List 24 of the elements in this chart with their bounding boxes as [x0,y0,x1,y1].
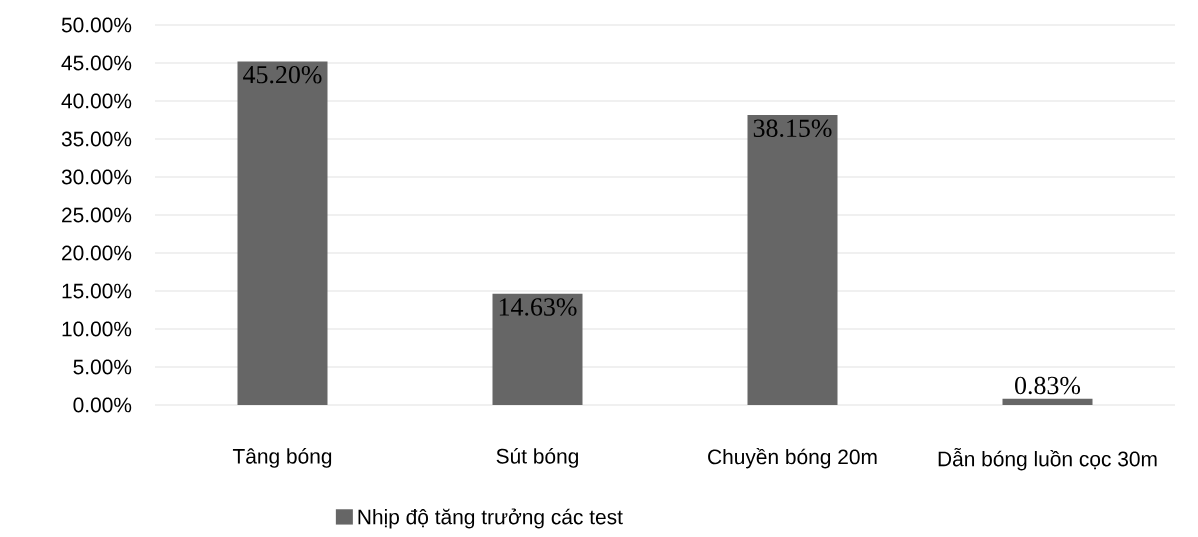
y-tick-label: 0.00% [73,397,132,413]
y-tick-label: 15.00% [62,283,132,299]
y-tick-label: 20.00% [62,245,132,261]
bar [492,293,583,405]
data-label: 0.83% [1015,376,1081,395]
y-tick-label: 10.00% [62,321,132,337]
y-tick-label: 45.00% [61,55,132,71]
data-label: 45.20% [243,65,322,84]
x-tick-label: Dẫn bóng luồn cọc 30m [938,448,1157,471]
legend-label: Nhịp độ tăng trưởng các test [358,508,623,529]
data-label: 14.63% [499,298,577,316]
x-tick-label: Tâng bóng [232,448,332,468]
bar [1002,398,1093,405]
x-tick-label: Chuyền bóng 20m [708,448,877,469]
data-label: 38.15% [753,119,832,138]
y-tick-label: 30.00% [61,169,132,185]
y-tick-label: 35.00% [61,131,132,147]
y-tick-label: 5.00% [73,359,132,375]
bar [747,115,838,405]
y-tick-label: 40.00% [61,93,132,109]
bar [237,61,328,405]
y-tick-label: 25.00% [62,207,132,223]
x-tick-label: Sút bóng [496,448,578,468]
y-tick-label: 50.00% [61,17,132,33]
